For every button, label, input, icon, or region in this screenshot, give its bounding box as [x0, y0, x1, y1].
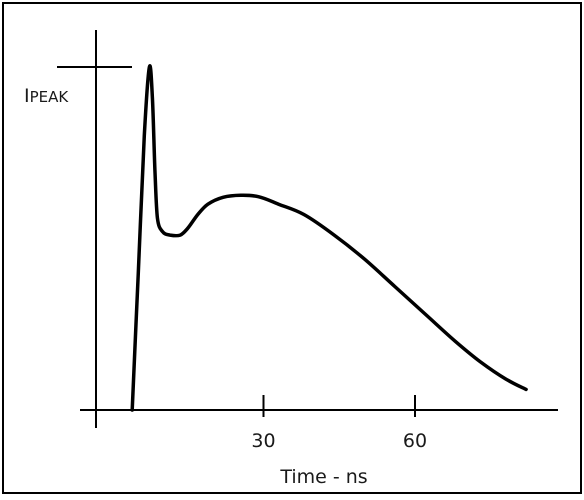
figure-border [2, 2, 582, 494]
x-tick-label-30: 30 [251, 430, 275, 452]
x-axis-title: Time - ns [279, 466, 367, 488]
x-tick-label-60: 60 [403, 430, 427, 452]
series-line-current-pulse [130, 64, 528, 412]
peak-label: IPEAK [24, 85, 69, 107]
peak-label-prefix: I [24, 85, 30, 107]
x-ticks: 30 60 [251, 395, 427, 452]
peak-label-suffix: PEAK [30, 88, 70, 106]
